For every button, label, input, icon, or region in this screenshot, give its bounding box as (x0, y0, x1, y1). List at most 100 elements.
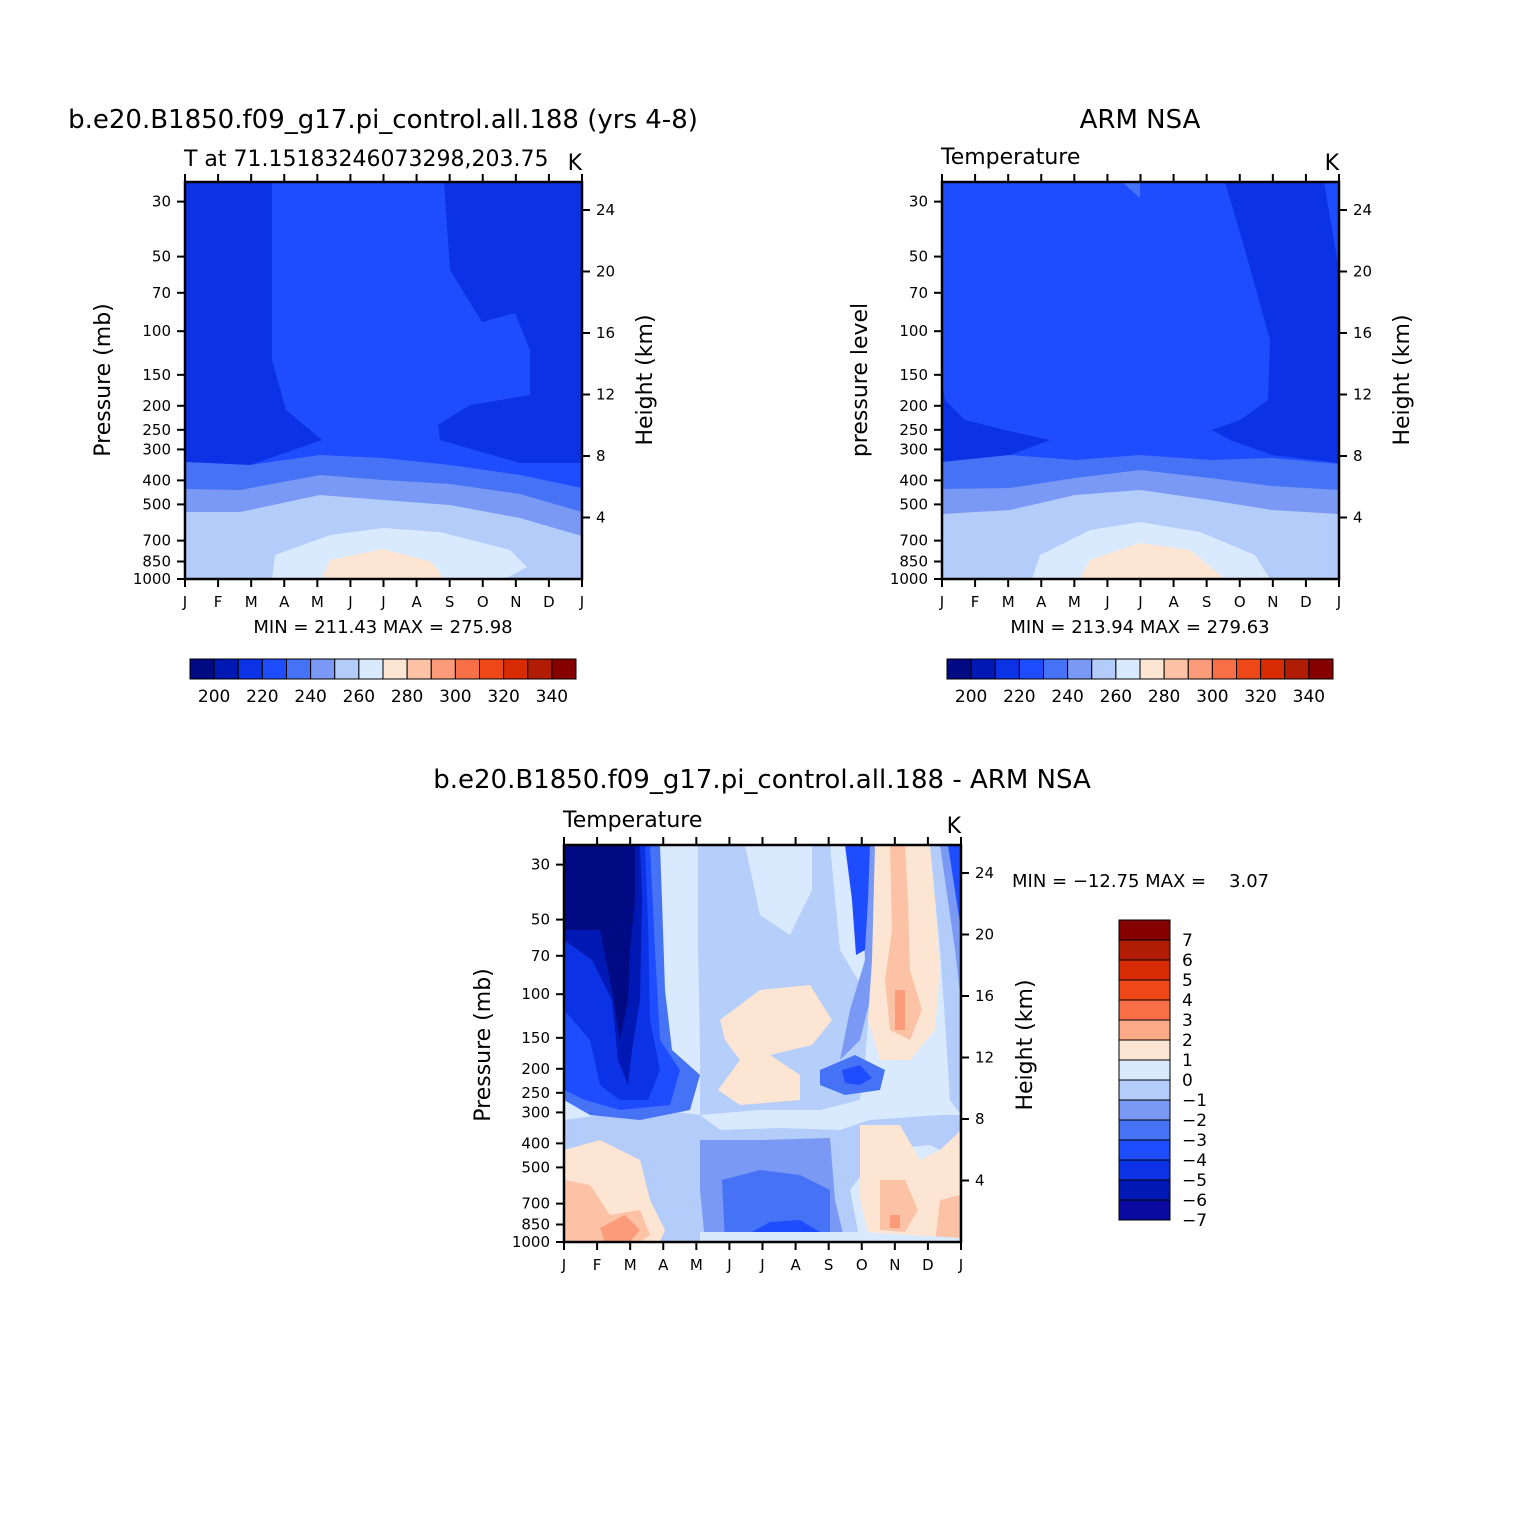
panel-obs-contour-field (942, 182, 1339, 579)
y-tick-label: 400 (899, 471, 928, 489)
colorbar-swatch (1211, 658, 1237, 680)
y-tick-label: 250 (142, 421, 171, 439)
colorbar-label: −3 (1182, 1131, 1207, 1151)
x-tick-label: A (658, 1256, 669, 1274)
right-tick-label: 16 (975, 987, 994, 1005)
panel-diff-contour-field (564, 845, 961, 1242)
colorbar-label: −4 (1182, 1151, 1207, 1171)
x-tick-label: A (1036, 593, 1047, 611)
x-tick-label: M (690, 1256, 703, 1274)
colorbar-label: −6 (1182, 1191, 1207, 1211)
y-tick-label: 250 (899, 421, 928, 439)
colorbar-swatch (503, 658, 529, 680)
x-tick-label: N (510, 593, 521, 611)
colorbar-swatch (946, 658, 972, 680)
panel-model-colorbar: 200 220 240 260 280 300 320 340 (189, 658, 577, 707)
colorbar-label: 340 (536, 687, 568, 707)
x-tick-label: M (1068, 593, 1081, 611)
panel-model-units: K (568, 151, 583, 176)
colorbar-swatch (1118, 1139, 1171, 1161)
y-tick-label: 30 (531, 856, 550, 874)
y-tick-label: 500 (521, 1158, 550, 1176)
y-tick-label: 300 (521, 1103, 550, 1121)
colorbar-swatch (1187, 658, 1213, 680)
colorbar-label: 320 (487, 687, 519, 707)
x-tick-label: J (939, 593, 944, 611)
panel-model-contour-field (185, 182, 582, 579)
right-tick-label: 20 (596, 263, 615, 281)
x-tick-label: J (1137, 593, 1142, 611)
y-tick-label: 700 (899, 532, 928, 550)
colorbar-swatch (189, 658, 215, 680)
x-tick-label: O (856, 1256, 868, 1274)
right-tick-label: 8 (975, 1110, 985, 1128)
x-tick-label: O (1234, 593, 1246, 611)
y-tick-label: 400 (142, 471, 171, 489)
colorbar-swatch (261, 658, 287, 680)
colorbar-swatch (1139, 658, 1165, 680)
colorbar-label: 200 (198, 687, 230, 707)
y-tick-label: 150 (521, 1029, 550, 1047)
colorbar-label: 280 (1148, 687, 1180, 707)
panel-model-subtitle: T at 71.15183246073298,203.75 (183, 147, 548, 172)
colorbar-swatch (1163, 658, 1189, 680)
y-tick-label: 70 (531, 947, 550, 965)
colorbar-label: 2 (1182, 1031, 1193, 1051)
x-tick-label: S (824, 1256, 834, 1274)
x-tick-label: A (1168, 593, 1179, 611)
colorbar-swatch (1118, 1159, 1171, 1181)
y-tick-label: 30 (909, 193, 928, 211)
colorbar-swatch (1118, 1099, 1171, 1121)
y-tick-label: 150 (142, 366, 171, 384)
colorbar-swatch (1118, 999, 1171, 1021)
x-tick-label: J (759, 1256, 764, 1274)
y-tick-label: 100 (142, 322, 171, 340)
x-tick-label: F (214, 593, 223, 611)
y-tick-label: 70 (909, 284, 928, 302)
x-tick-label: N (889, 1256, 900, 1274)
colorbar-label: 260 (343, 687, 375, 707)
colorbar-swatch (1118, 1079, 1171, 1101)
panel-obs-min-max: MIN = 213.94 MAX = 279.63 (1010, 617, 1269, 638)
colorbar-swatch (1118, 1119, 1171, 1141)
y-tick-label: 100 (521, 985, 550, 1003)
colorbar-swatch (994, 658, 1020, 680)
y-tick-label: 500 (899, 495, 928, 513)
panel-diff-title: b.e20.B1850.f09_g17.pi_control.all.188 -… (433, 765, 1091, 795)
right-tick-label: 8 (596, 447, 606, 465)
panel-diff-min-max: MIN = −12.75 MAX = 3.07 (1012, 871, 1269, 892)
panel-obs-units: K (1325, 151, 1340, 176)
x-tick-label: M (1002, 593, 1015, 611)
colorbar-label: 4 (1182, 991, 1193, 1011)
colorbar-swatch (406, 658, 432, 680)
right-tick-label: 20 (975, 926, 994, 944)
colorbar-label: 7 (1182, 931, 1193, 951)
panel-obs-y-axis-title: pressure level (848, 303, 873, 457)
colorbar-swatch (237, 658, 263, 680)
right-tick-label: 24 (975, 864, 994, 882)
colorbar-swatch (1284, 658, 1310, 680)
colorbar-swatch (358, 658, 384, 680)
colorbar-swatch (1118, 1059, 1171, 1081)
colorbar-swatch (334, 658, 360, 680)
y-tick-label: 200 (899, 397, 928, 415)
y-tick-label: 500 (142, 495, 171, 513)
colorbar-swatch (1067, 658, 1093, 680)
colorbar-label: 220 (246, 687, 278, 707)
x-tick-label: A (411, 593, 422, 611)
colorbar-label: 280 (391, 687, 423, 707)
y-tick-label: 70 (152, 284, 171, 302)
colorbar-swatch (1118, 959, 1171, 981)
colorbar-label: 300 (1196, 687, 1228, 707)
x-tick-label: M (245, 593, 258, 611)
x-tick-label: J (380, 593, 385, 611)
x-tick-label: D (543, 593, 555, 611)
colorbar-swatch (1118, 1199, 1171, 1221)
colorbar-label: 0 (1182, 1071, 1193, 1091)
panel-obs-right-axis-title: Height (km) (1390, 314, 1415, 445)
panel-model-right-axis-title: Height (km) (633, 314, 658, 445)
colorbar-swatch (1118, 939, 1171, 961)
y-tick-label: 30 (152, 193, 171, 211)
colorbar-swatch (1118, 1039, 1171, 1061)
